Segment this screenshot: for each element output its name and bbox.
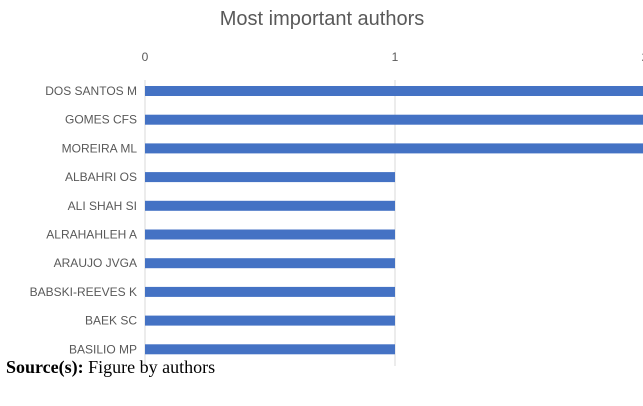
x-tick-label: 1 [392,50,399,64]
bar [145,258,395,269]
category-label: DOS SANTOS M [45,84,137,98]
bar [145,229,395,240]
category-label: MOREIRA ML [62,141,138,155]
bar [145,114,643,125]
category-label: ARAUJO JVGA [54,256,137,270]
bar [145,172,395,183]
category-label: GOMES CFS [65,113,137,127]
category-labels: DOS SANTOS M GOMES CFS MOREIRA ML ALBAHRI O… [30,84,138,356]
bar [145,315,395,326]
x-tick-label: 0 [142,50,149,64]
bar [145,143,643,154]
category-label: BASILIO MP [69,342,137,356]
chart-title: Most important authors [220,8,425,30]
caption-label: Source(s): [6,357,84,377]
category-label: ALI SHAH SI [68,199,137,213]
category-label: BAEK SC [85,314,137,328]
x-tick-label: 2 [642,50,643,64]
figure-caption: Source(s): Figure by authors [6,357,215,378]
category-label: ALRAHAHLEH A [46,228,137,242]
x-axis-ticks: 0 1 2 [142,50,643,64]
category-label: ALBAHRI OS [65,170,137,184]
bar [145,286,395,297]
bar [145,86,643,96]
bar [145,344,395,355]
bar [145,200,395,211]
category-label: BABSKI-REEVES K [30,285,137,299]
bars [145,86,643,355]
caption-text: Figure by authors [88,357,216,377]
